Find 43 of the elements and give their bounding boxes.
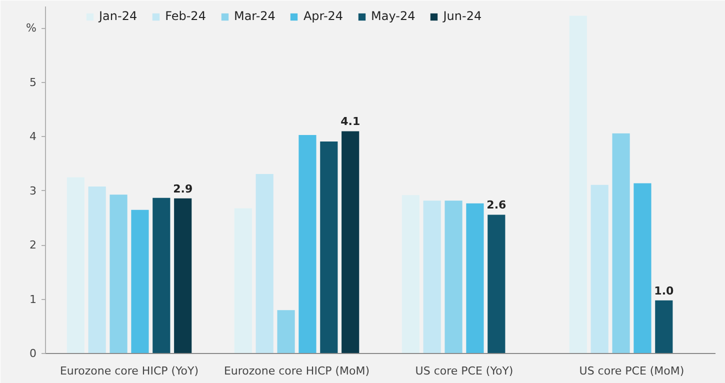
y-tick-label: 0 <box>30 347 36 360</box>
x-tick-label: Eurozone core HICP (MoM) <box>224 364 370 378</box>
data-label: 4.1 <box>340 115 360 128</box>
legend-label: Mar-24 <box>234 9 276 23</box>
bar <box>612 133 630 354</box>
legend-label: Jan-24 <box>99 9 138 23</box>
y-tick-label: 3 <box>30 184 36 198</box>
bar <box>590 184 608 354</box>
legend-label: Jun-24 <box>443 9 482 23</box>
bar <box>277 310 295 354</box>
legend-label: Apr-24 <box>303 9 344 23</box>
bar <box>298 135 316 354</box>
x-tick-label: US core PCE (MoM) <box>579 364 684 378</box>
y-tick-label: 1 <box>30 292 36 306</box>
bar <box>569 16 587 354</box>
bar <box>466 203 484 354</box>
data-label: 1.0 <box>654 284 674 298</box>
bar <box>110 194 128 354</box>
y-tick-label: % <box>26 22 36 35</box>
x-tick-label: US core PCE (YoY) <box>415 364 514 378</box>
bar <box>152 198 170 354</box>
bar <box>655 300 673 354</box>
bar <box>342 131 360 354</box>
bar <box>234 208 252 354</box>
bar <box>488 214 506 354</box>
x-tick-label: Eurozone core HICP (YoY) <box>60 364 199 378</box>
bar <box>634 183 652 354</box>
bar <box>256 174 274 354</box>
legend-label: Feb-24 <box>165 9 206 23</box>
bar <box>174 198 192 354</box>
data-label: 2.9 <box>173 182 193 196</box>
data-label: 2.6 <box>486 198 506 212</box>
bar <box>444 200 462 354</box>
y-tick-label: 2 <box>30 238 36 252</box>
bar <box>320 142 338 354</box>
bar <box>423 200 441 354</box>
bar <box>88 186 106 354</box>
y-tick-label: 4 <box>30 130 36 144</box>
bar <box>66 177 84 354</box>
bar <box>402 195 420 354</box>
legend-label: May-24 <box>371 9 416 23</box>
y-tick-label: 5 <box>30 76 36 89</box>
bar <box>131 210 149 354</box>
